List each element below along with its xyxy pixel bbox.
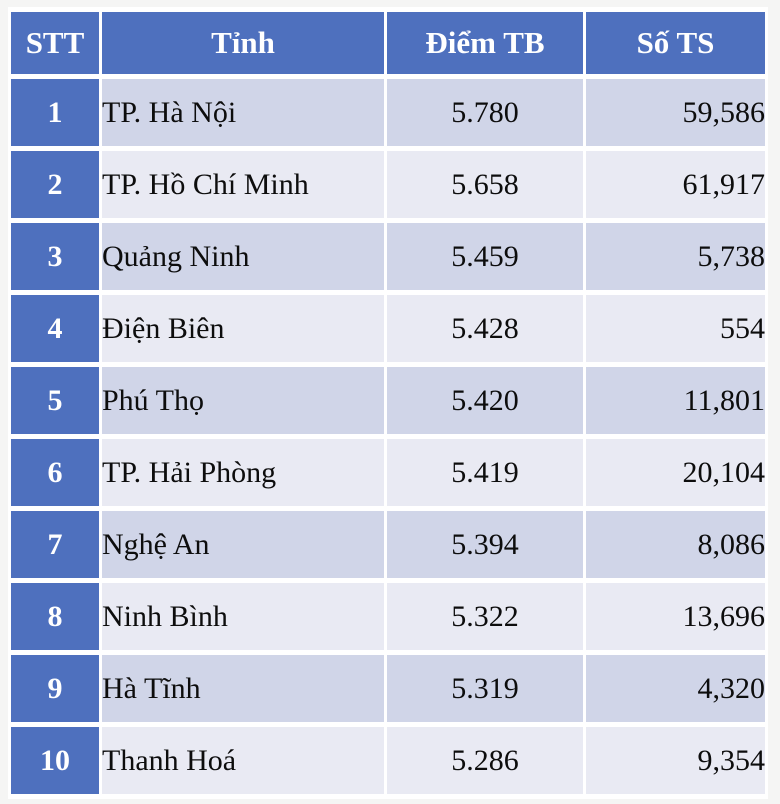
- province-cell: Điện Biên: [102, 295, 384, 362]
- province-cell: TP. Hải Phòng: [102, 439, 384, 506]
- rank-cell: 4: [11, 295, 99, 362]
- table-body: 1 TP. Hà Nội 5.780 59,586 2 TP. Hồ Chí M…: [11, 79, 765, 794]
- candidates-cell: 20,104: [586, 439, 765, 506]
- table-row: 3 Quảng Ninh 5.459 5,738: [11, 223, 765, 290]
- candidates-cell: 8,086: [586, 511, 765, 578]
- table-row: 6 TP. Hải Phòng 5.419 20,104: [11, 439, 765, 506]
- avg-score-cell: 5.420: [387, 367, 583, 434]
- candidates-cell: 9,354: [586, 727, 765, 794]
- candidates-cell: 4,320: [586, 655, 765, 722]
- candidates-cell: 554: [586, 295, 765, 362]
- avg-score-cell: 5.419: [387, 439, 583, 506]
- rank-cell: 1: [11, 79, 99, 146]
- candidates-cell: 13,696: [586, 583, 765, 650]
- table-row: 9 Hà Tĩnh 5.319 4,320: [11, 655, 765, 722]
- province-cell: Hà Tĩnh: [102, 655, 384, 722]
- rank-cell: 5: [11, 367, 99, 434]
- province-cell: Quảng Ninh: [102, 223, 384, 290]
- table-row: 7 Nghệ An 5.394 8,086: [11, 511, 765, 578]
- candidates-cell: 5,738: [586, 223, 765, 290]
- rank-cell: 2: [11, 151, 99, 218]
- province-score-table-container: STT Tỉnh Điểm TB Số TS 1 TP. Hà Nội 5.78…: [8, 7, 768, 799]
- avg-score-cell: 5.322: [387, 583, 583, 650]
- candidates-cell: 11,801: [586, 367, 765, 434]
- province-cell: TP. Hồ Chí Minh: [102, 151, 384, 218]
- header-diem-tb: Điểm TB: [387, 12, 583, 74]
- header-so-ts: Số TS: [586, 12, 765, 74]
- avg-score-cell: 5.428: [387, 295, 583, 362]
- table-header: STT Tỉnh Điểm TB Số TS: [11, 12, 765, 74]
- avg-score-cell: 5.780: [387, 79, 583, 146]
- avg-score-cell: 5.319: [387, 655, 583, 722]
- candidates-cell: 59,586: [586, 79, 765, 146]
- rank-cell: 10: [11, 727, 99, 794]
- province-cell: Phú Thọ: [102, 367, 384, 434]
- province-cell: Nghệ An: [102, 511, 384, 578]
- table-row: 10 Thanh Hoá 5.286 9,354: [11, 727, 765, 794]
- table-row: 4 Điện Biên 5.428 554: [11, 295, 765, 362]
- province-cell: Ninh Bình: [102, 583, 384, 650]
- rank-cell: 6: [11, 439, 99, 506]
- province-cell: TP. Hà Nội: [102, 79, 384, 146]
- rank-cell: 7: [11, 511, 99, 578]
- table-row: 8 Ninh Bình 5.322 13,696: [11, 583, 765, 650]
- avg-score-cell: 5.394: [387, 511, 583, 578]
- table-row: 5 Phú Thọ 5.420 11,801: [11, 367, 765, 434]
- avg-score-cell: 5.459: [387, 223, 583, 290]
- province-score-table: STT Tỉnh Điểm TB Số TS 1 TP. Hà Nội 5.78…: [8, 7, 768, 799]
- header-tinh: Tỉnh: [102, 12, 384, 74]
- table-row: 1 TP. Hà Nội 5.780 59,586: [11, 79, 765, 146]
- rank-cell: 3: [11, 223, 99, 290]
- avg-score-cell: 5.286: [387, 727, 583, 794]
- header-row: STT Tỉnh Điểm TB Số TS: [11, 12, 765, 74]
- avg-score-cell: 5.658: [387, 151, 583, 218]
- table-row: 2 TP. Hồ Chí Minh 5.658 61,917: [11, 151, 765, 218]
- rank-cell: 9: [11, 655, 99, 722]
- header-stt: STT: [11, 12, 99, 74]
- province-cell: Thanh Hoá: [102, 727, 384, 794]
- rank-cell: 8: [11, 583, 99, 650]
- candidates-cell: 61,917: [586, 151, 765, 218]
